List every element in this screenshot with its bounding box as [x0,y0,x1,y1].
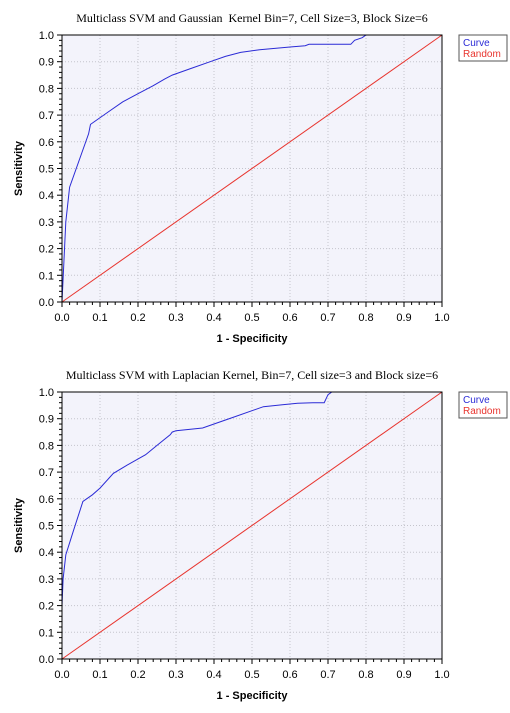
x-tick-label: 0.5 [244,669,259,681]
x-tick-label: 1.0 [434,312,449,324]
y-tick-label: 0.7 [39,110,54,122]
y-tick-label: 0.5 [39,521,54,533]
y-axis-label: Sensitivity [13,497,25,553]
y-axis-label: Sensitivity [13,140,25,196]
y-tick-label: 0.9 [39,414,54,426]
x-tick-label: 0.7 [320,669,335,681]
roc-chart-laplacian: 0.0 0.1 0.2 0.3 0.4 0.5 0.6 0.7 0.8 0.9 1.0 0.0 0.1 0… [0,357,510,713]
x-tick-label: 0.0 [54,312,69,324]
x-tick-label: 0.4 [206,312,221,324]
x-tick-label: 0.8 [358,312,373,324]
chart-svg: 0.0 0.1 0.2 0.3 0.4 0.5 0.6 0.7 0.8 0.9 1.0 0.0 0.1 0… [13,11,508,345]
y-tick-label: 0.4 [39,190,54,202]
x-tick-label: 0.6 [282,312,297,324]
legend-box [458,34,508,62]
y-tick-label: 0.1 [39,270,54,282]
x-axis-label: 1 - Specificity [217,333,289,345]
chart-title: Multiclass SVM and Gaussian Kernel Bin=7… [76,11,428,25]
series-line-random [61,391,443,660]
y-tick-label: 0.2 [39,601,54,613]
x-tick-label: 0.4 [206,669,221,681]
x-tick-label: 0.2 [130,669,145,681]
y-tick-label: 0.8 [39,440,54,452]
x-tick-label: 0.3 [168,312,183,324]
chart-svg: 0.0 0.1 0.2 0.3 0.4 0.5 0.6 0.7 0.8 0.9 1.0 0.0 0.1 0… [13,368,508,702]
legend-box [458,391,508,419]
legend-entry-curve: Curve [463,38,490,49]
series-line-curve [61,391,442,606]
y-tick-label: 0.9 [39,57,54,69]
y-tick-label: 0.8 [39,83,54,95]
x-tick-label: 0.0 [54,669,69,681]
y-tick-label: 1.0 [39,30,54,42]
y-tick-label: 0.7 [39,467,54,479]
y-tick-label: 0.2 [39,244,54,256]
chart-title: Multiclass SVM with Laplacian Kernel, Bi… [66,368,438,382]
x-tick-label: 1.0 [434,669,449,681]
legend-entry-random: Random [463,49,501,60]
y-tick-label: 0.4 [39,547,54,559]
legend-entry-curve: Curve [463,395,490,406]
y-tick-label: 0.3 [39,217,54,229]
y-tick-label: 0.6 [39,494,54,506]
x-tick-label: 0.7 [320,312,335,324]
x-axis-label: 1 - Specificity [217,690,289,702]
y-tick-label: 0.6 [39,137,54,149]
y-tick-label: 0.0 [39,297,54,309]
x-tick-label: 0.6 [282,669,297,681]
x-tick-label: 0.9 [396,312,411,324]
y-tick-label: 1.0 [39,387,54,399]
series-line-random [61,34,443,303]
y-tick-label: 0.3 [39,574,54,586]
x-tick-label: 0.9 [396,669,411,681]
x-tick-label: 0.8 [358,669,373,681]
x-tick-label: 0.1 [92,669,107,681]
y-tick-label: 0.0 [39,654,54,666]
roc-chart-gaussian: 0.0 0.1 0.2 0.3 0.4 0.5 0.6 0.7 0.8 0.9 1.0 0.0 0.1 0… [0,0,510,356]
x-tick-label: 0.3 [168,669,183,681]
x-tick-label: 0.5 [244,312,259,324]
y-tick-label: 0.1 [39,627,54,639]
x-tick-label: 0.1 [92,312,107,324]
y-tick-label: 0.5 [39,164,54,176]
x-tick-label: 0.2 [130,312,145,324]
legend-entry-random: Random [463,406,501,417]
series-line-curve [61,34,442,303]
